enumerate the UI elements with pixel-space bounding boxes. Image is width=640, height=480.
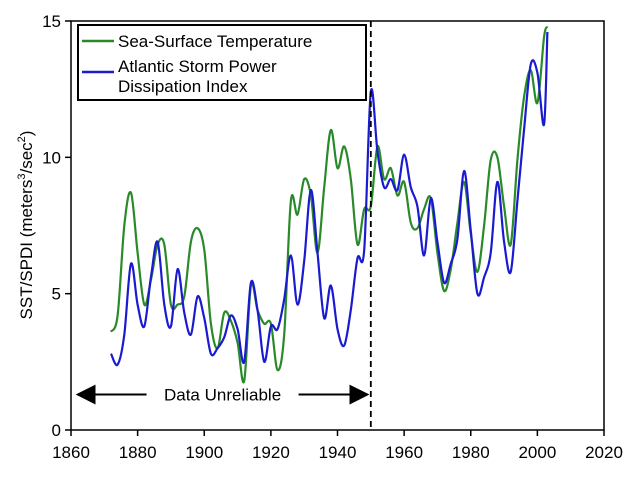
- unreliable-label: Data Unreliable: [164, 386, 281, 405]
- unreliable-annotation: Data Unreliable: [75, 384, 370, 405]
- legend-box: [77, 24, 367, 101]
- sst-series-line: [109, 25, 549, 384]
- y-axis: 0 5 10 15: [42, 12, 71, 440]
- x-tick-label: 2000: [518, 443, 556, 462]
- x-tick-label: 1960: [385, 443, 423, 462]
- legend: Sea-Surface Temperature Atlantic Storm P…: [77, 24, 367, 101]
- y-axis-title: SST/SPDI (meters3/sec2): [16, 131, 36, 320]
- x-tick-label: 1860: [52, 443, 90, 462]
- legend-label-sst: Sea-Surface Temperature: [118, 32, 312, 51]
- y-tick-label: 10: [42, 148, 61, 167]
- legend-label-spdi: Atlantic Storm Power Dissipation Index: [118, 57, 281, 96]
- spdi-series-line: [110, 31, 549, 367]
- x-axis: 1860 1880 1900 1920 1940 1960 1980 2000 2020: [52, 430, 623, 462]
- x-tick-label: 1900: [185, 443, 223, 462]
- x-tick-label: 1980: [452, 443, 490, 462]
- y-tick-label: 5: [52, 285, 61, 304]
- x-tick-label: 1920: [252, 443, 290, 462]
- y-tick-label: 0: [52, 421, 61, 440]
- x-tick-label: 1880: [119, 443, 157, 462]
- x-tick-label: 2020: [585, 443, 623, 462]
- series-layer: [109, 25, 549, 384]
- y-tick-label: 15: [42, 12, 61, 31]
- x-tick-label: 1940: [319, 443, 357, 462]
